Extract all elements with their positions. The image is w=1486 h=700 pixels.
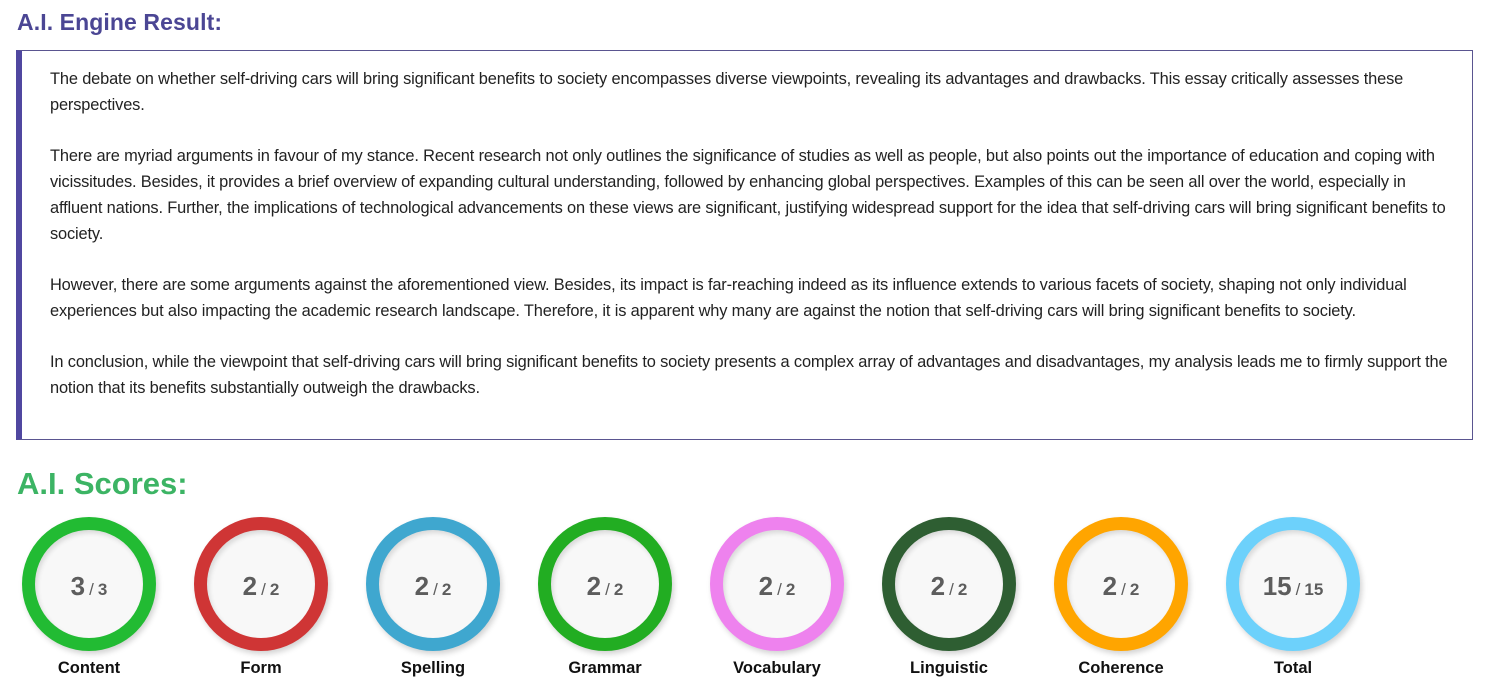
score-max: 2 [785, 580, 796, 599]
score-value: 3 [70, 571, 86, 601]
score-value: 2 [414, 571, 430, 601]
score-ring: 2 / 2 [366, 517, 500, 651]
score-max: 3 [97, 580, 108, 599]
score-vocabulary: 2 / 2 Vocabulary [710, 517, 844, 678]
score-value-display: 2 / 2 [551, 530, 659, 638]
score-ring: 2 / 2 [538, 517, 672, 651]
score-label: Content [57, 659, 121, 677]
score-value-display: 2 / 2 [723, 530, 831, 638]
score-label: Vocabulary [733, 659, 821, 677]
essay-paragraph-intro: The debate on whether self-driving cars … [50, 70, 1404, 114]
score-ring: 2 / 2 [710, 517, 844, 651]
score-grammar: 2 / 2 Grammar [538, 517, 672, 678]
score-value-display: 2 / 2 [207, 530, 315, 638]
score-value: 2 [586, 571, 602, 601]
score-value-display: 2 / 2 [379, 530, 487, 638]
score-separator: / [949, 580, 954, 599]
score-ring: 2 / 2 [882, 517, 1016, 651]
score-ring: 3 / 3 [22, 517, 156, 651]
score-value-display: 3 / 3 [35, 530, 143, 638]
score-separator: / [1121, 580, 1126, 599]
score-separator: / [261, 580, 266, 599]
score-form: 2 / 2 Form [194, 517, 328, 678]
score-label: Spelling [400, 659, 466, 677]
score-content: 3 / 3 Content [22, 517, 156, 678]
score-value: 15 [1262, 571, 1292, 601]
scores-heading: A.I. Scores: [17, 466, 188, 501]
score-label: Grammar [568, 659, 642, 677]
score-separator: / [605, 580, 610, 599]
score-value-display: 2 / 2 [1067, 530, 1175, 638]
score-ring: 15 / 15 [1226, 517, 1360, 651]
score-label: Coherence [1078, 659, 1164, 677]
score-spelling: 2 / 2 Spelling [366, 517, 500, 678]
score-value-display: 15 / 15 [1239, 530, 1347, 638]
score-coherence: 2 / 2 Coherence [1054, 517, 1188, 678]
score-value: 2 [1102, 571, 1118, 601]
score-label: Form [240, 659, 282, 677]
score-max: 2 [1129, 580, 1140, 599]
score-separator: / [433, 580, 438, 599]
engine-result-box: The debate on whether self-driving cars … [16, 50, 1473, 440]
score-value: 2 [242, 571, 258, 601]
score-label: Linguistic [910, 659, 988, 677]
score-separator: / [777, 580, 782, 599]
score-separator: / [89, 580, 94, 599]
score-max: 2 [613, 580, 624, 599]
score-value: 2 [930, 571, 946, 601]
score-separator: / [1295, 580, 1301, 599]
score-max: 2 [441, 580, 452, 599]
score-label: Total [1273, 659, 1313, 677]
score-value: 2 [758, 571, 774, 601]
score-max: 2 [269, 580, 280, 599]
score-value-display: 2 / 2 [895, 530, 1003, 638]
score-max: 15 [1304, 580, 1324, 599]
essay-paragraph-against: However, there are some arguments agains… [50, 276, 1407, 320]
engine-result-heading: A.I. Engine Result: [17, 9, 223, 35]
essay-paragraph-for: There are myriad arguments in favour of … [50, 147, 1446, 243]
score-total: 15 / 15 Total [1226, 517, 1360, 678]
score-max: 2 [957, 580, 968, 599]
score-linguistic: 2 / 2 Linguistic [882, 517, 1016, 678]
score-ring: 2 / 2 [1054, 517, 1188, 651]
essay-paragraph-conclusion: In conclusion, while the viewpoint that … [50, 353, 1448, 397]
score-ring: 2 / 2 [194, 517, 328, 651]
